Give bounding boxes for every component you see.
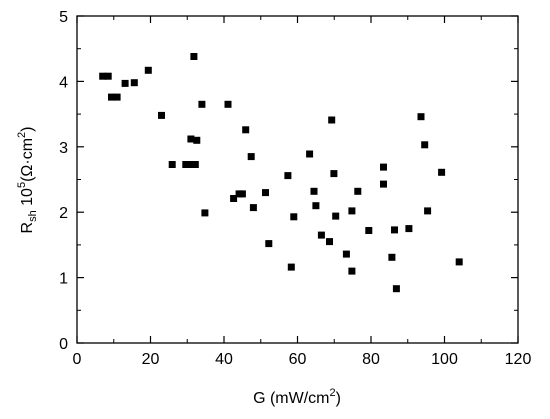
- y-tick-label: 0: [59, 336, 68, 353]
- data-point-43: [380, 163, 387, 171]
- x-axis-title-tail: ): [336, 390, 341, 407]
- y-tick-label: 3: [59, 140, 68, 157]
- data-point-17: [224, 100, 232, 108]
- data-point-13: [191, 161, 199, 168]
- data-point-50: [424, 207, 432, 215]
- data-point-35: [330, 170, 338, 178]
- y-axis-title-mid: 10: [19, 188, 36, 210]
- data-point-15: [198, 100, 206, 108]
- data-point-41: [365, 227, 373, 234]
- y-tick-label: 5: [59, 9, 68, 26]
- data-point-14: [193, 136, 201, 144]
- x-axis-title: G (mW/cm2): [253, 387, 341, 407]
- data-point-25: [265, 240, 273, 248]
- data-point-38: [348, 267, 356, 275]
- x-tick-label: 40: [215, 351, 233, 368]
- data-point-52: [455, 258, 463, 266]
- data-point-7: [158, 111, 165, 119]
- data-point-42: [380, 180, 387, 188]
- data-point-20: [238, 190, 246, 198]
- data-point-3: [113, 93, 121, 101]
- data-point-22: [247, 153, 255, 161]
- data-point-33: [326, 238, 333, 246]
- data-point-27: [287, 263, 295, 271]
- y-axis-title-base: R: [19, 222, 36, 234]
- data-points: [99, 53, 463, 293]
- plot-frame: [76, 15, 519, 344]
- data-point-5: [130, 79, 138, 87]
- data-point-48: [417, 113, 425, 121]
- x-axis-title-base: G (mW/cm: [253, 390, 329, 407]
- x-tick-label: 20: [142, 351, 160, 368]
- x-tick-label: 100: [431, 351, 458, 368]
- data-point-2: [108, 93, 115, 101]
- data-point-28: [290, 213, 298, 221]
- x-tick-label: 80: [362, 351, 380, 368]
- data-point-6: [144, 66, 152, 74]
- data-point-34: [328, 116, 336, 124]
- data-point-49: [421, 141, 429, 149]
- data-point-40: [354, 187, 362, 195]
- y-axis-title-tail: (Ω·cm: [19, 138, 36, 182]
- y-axis-title-sup: 5: [16, 182, 28, 188]
- y-tick-label: 4: [59, 74, 68, 91]
- data-point-31: [312, 202, 320, 210]
- data-point-10: [185, 161, 193, 168]
- axis-ticks: 0 20 40 60 80 100 120 0 1 2 3 4 5: [59, 9, 531, 368]
- data-point-30: [310, 187, 318, 195]
- y-axis-title-sup2: 2: [16, 132, 28, 138]
- data-point-45: [391, 226, 398, 234]
- data-point-1: [104, 72, 112, 80]
- data-point-44: [388, 253, 396, 261]
- data-point-51: [438, 168, 446, 176]
- data-point-26: [284, 172, 292, 180]
- data-point-32: [317, 231, 325, 239]
- data-point-11: [187, 135, 195, 143]
- y-axis-title: Rsh 105(Ω·cm2): [16, 127, 39, 234]
- x-tick-label: 120: [505, 351, 532, 368]
- data-point-39: [348, 207, 356, 215]
- data-point-0: [99, 72, 107, 80]
- x-tick-label: 60: [289, 351, 307, 368]
- data-point-18: [230, 195, 238, 202]
- y-axis-title-tail2: ): [19, 127, 36, 132]
- x-axis-title-sup: 2: [329, 387, 335, 399]
- y-tick-label: 1: [59, 271, 68, 288]
- data-point-4: [121, 79, 129, 87]
- y-tick-label: 2: [59, 205, 68, 222]
- data-point-8: [168, 161, 176, 168]
- y-axis-title-sub: sh: [27, 210, 39, 222]
- x-tick-label: 0: [73, 351, 82, 368]
- data-point-29: [306, 150, 314, 158]
- data-point-21: [242, 126, 250, 134]
- data-point-12: [190, 53, 198, 60]
- data-point-16: [201, 209, 209, 217]
- data-point-23: [249, 204, 257, 212]
- data-point-37: [342, 250, 350, 258]
- data-point-46: [392, 285, 400, 293]
- data-point-24: [262, 189, 269, 197]
- data-point-36: [332, 212, 340, 220]
- data-point-47: [405, 225, 413, 233]
